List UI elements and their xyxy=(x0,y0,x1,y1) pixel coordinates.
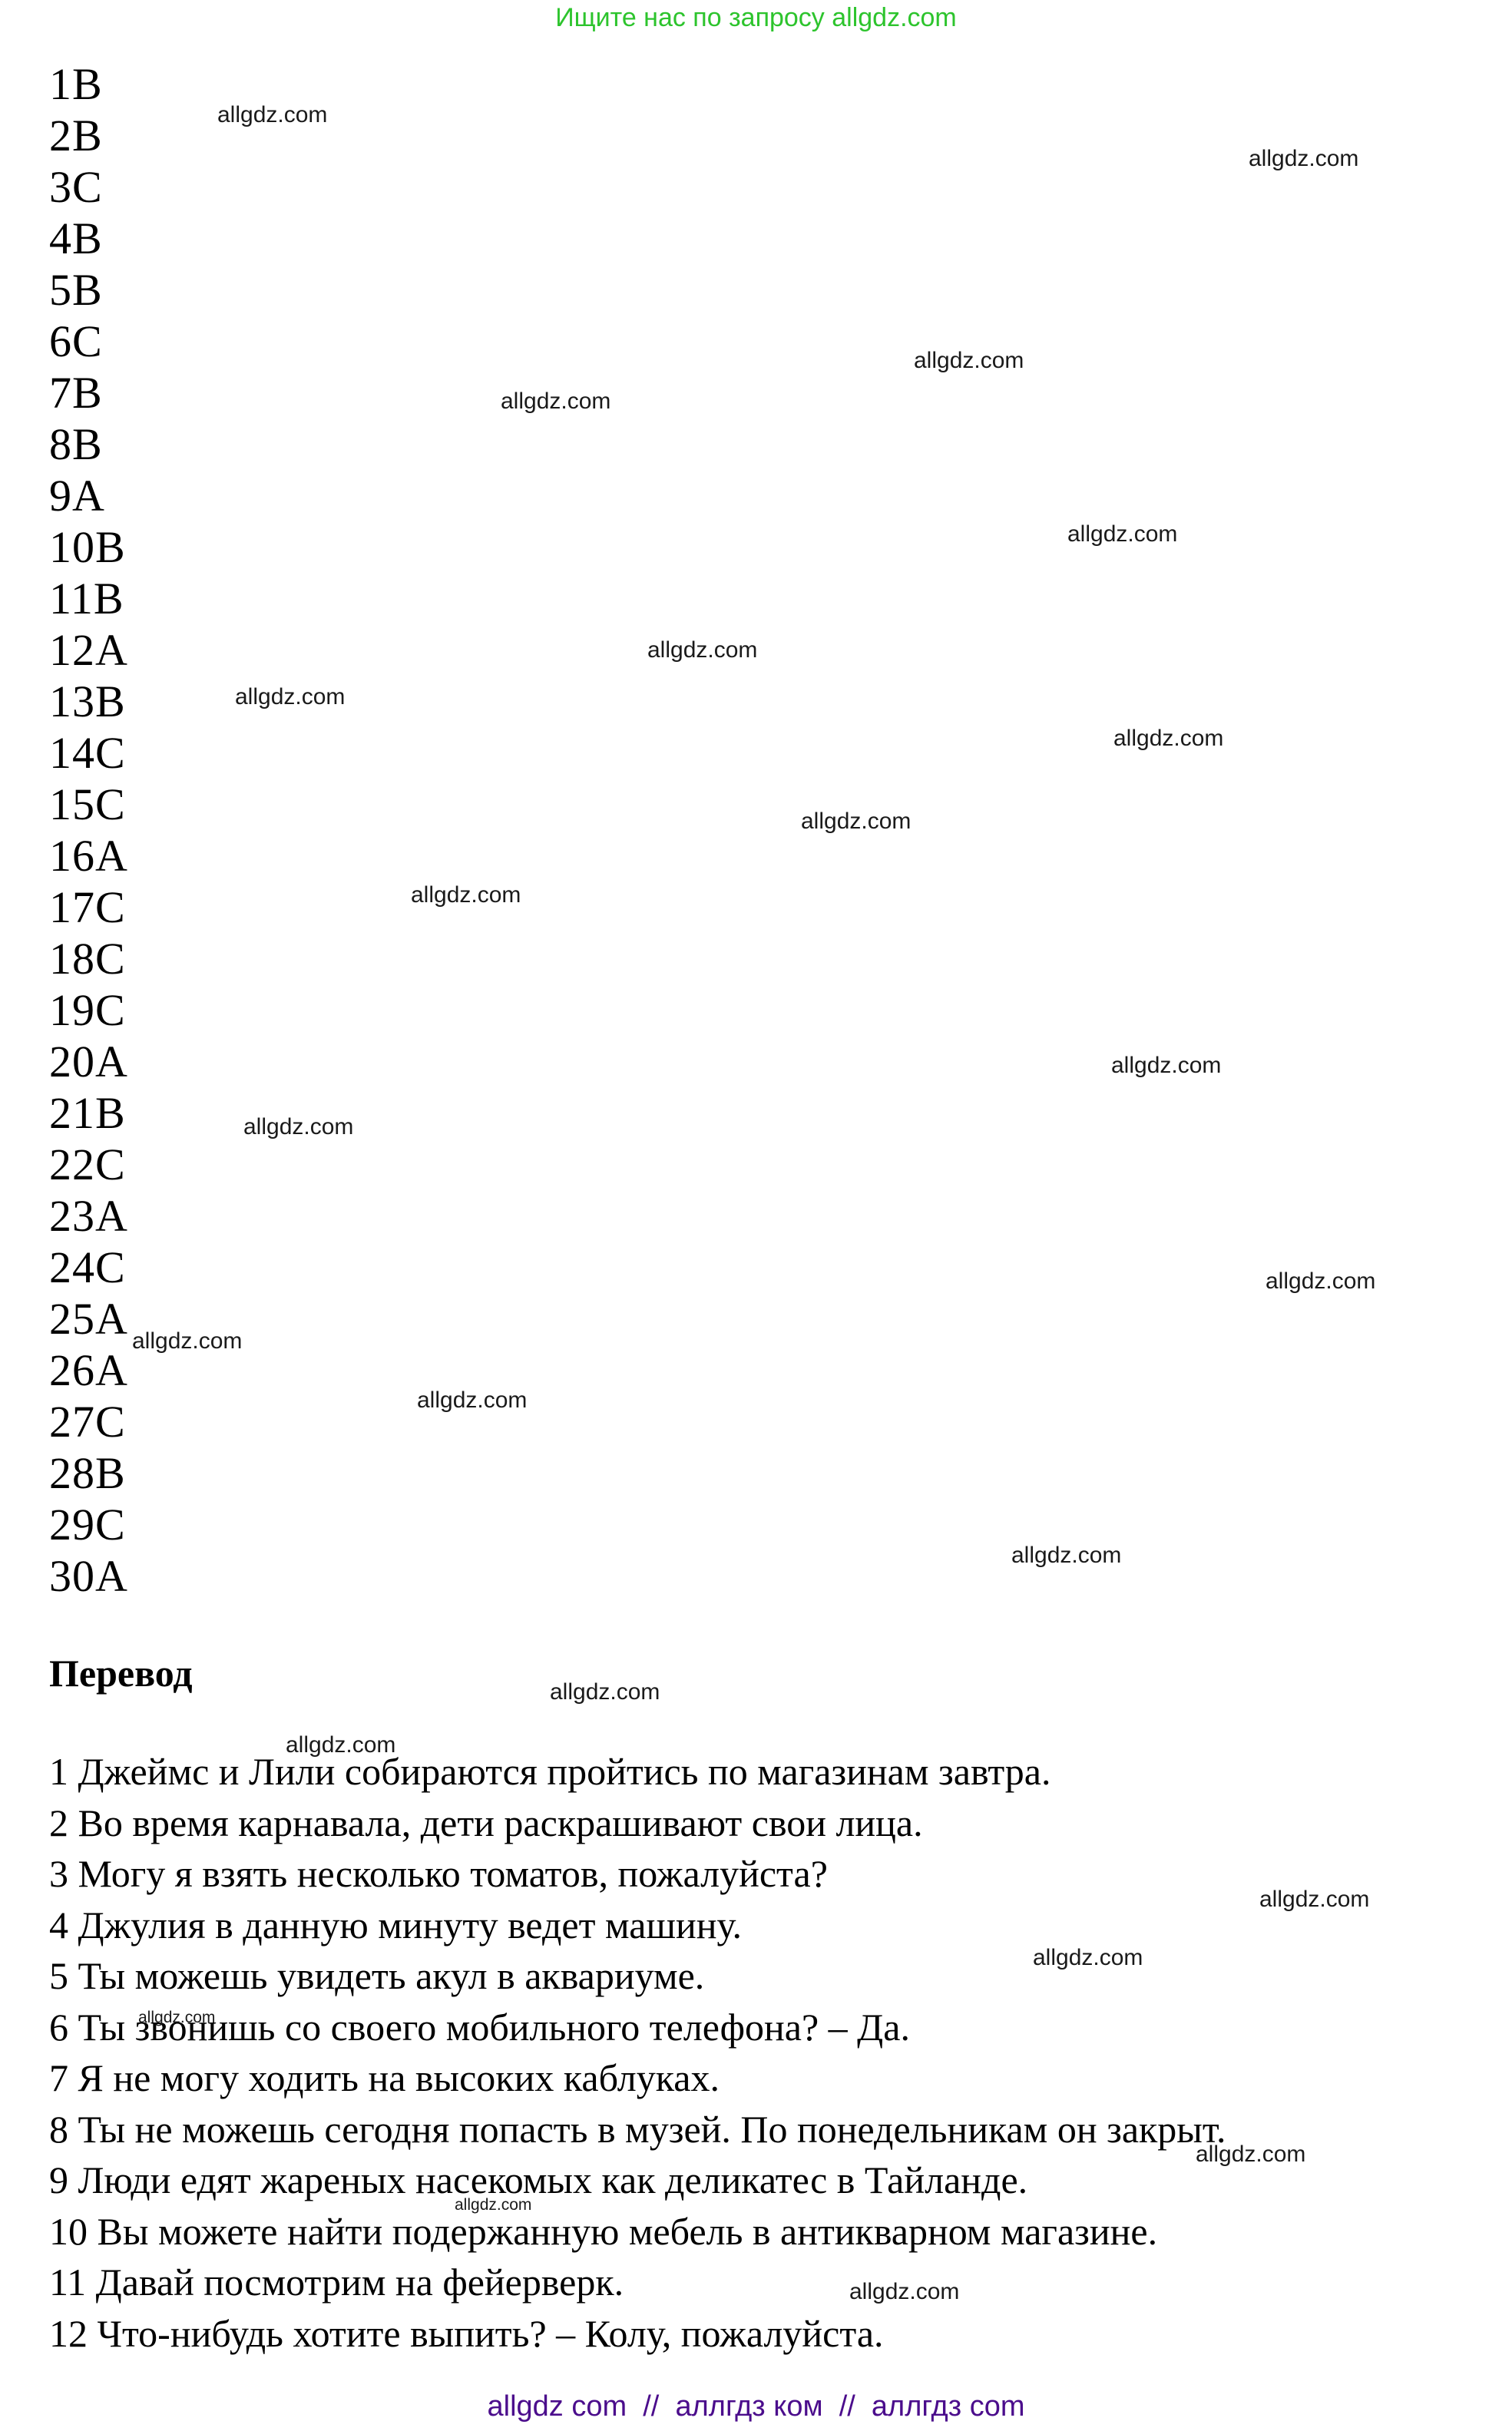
watermark-allgdz: allgdz.com xyxy=(647,637,758,663)
watermark-allgdz: allgdz.com xyxy=(1067,521,1178,547)
answer-item: 24C xyxy=(49,1242,126,1292)
watermark-allgdz: allgdz.com xyxy=(849,2279,960,2304)
watermark-allgdz: allgdz.com xyxy=(501,389,611,414)
answer-item: 6C xyxy=(49,316,103,366)
translation-line: 4 Джулия в данную минуту ведет машину. xyxy=(49,1903,742,1946)
answer-item: 15C xyxy=(49,779,126,829)
watermark-allgdz: allgdz.com xyxy=(550,1679,660,1705)
watermark-allgdz: allgdz.com xyxy=(417,1387,528,1413)
translation-line: 6 Ты звонишь со своего мобильного телефо… xyxy=(49,2005,910,2049)
watermark-allgdz: allgdz.com xyxy=(1196,2142,1306,2167)
watermark-allgdz: allgdz.com xyxy=(243,1114,354,1139)
translation-line: 9 Люди едят жареных насекомых как делика… xyxy=(49,2158,1028,2201)
answer-item: 19C xyxy=(49,985,126,1035)
answer-item: 23A xyxy=(49,1191,128,1241)
translation-line: 12 Что-нибудь хотите выпить? – Колу, пож… xyxy=(49,2311,884,2355)
answer-item: 25A xyxy=(49,1294,128,1344)
answer-item: 28B xyxy=(49,1448,126,1498)
answer-item: 29C xyxy=(49,1500,126,1550)
site-promo-header: Ищите нас по запросу allgdz.com xyxy=(555,3,957,32)
translation-line: 8 Ты не можешь сегодня попасть в музей. … xyxy=(49,2107,1226,2151)
answer-item: 18C xyxy=(49,934,126,984)
translation-line: 10 Вы можете найти подержанную мебель в … xyxy=(49,2209,1158,2253)
translation-line: 3 Могу я взять несколько томатов, пожалу… xyxy=(49,1852,828,1895)
watermark-allgdz: allgdz.com xyxy=(217,102,328,127)
watermark-allgdz: allgdz.com xyxy=(801,809,912,834)
watermark-allgdz: allgdz.com xyxy=(286,1732,396,1758)
watermark-allgdz: allgdz.com xyxy=(1113,726,1224,751)
answer-item: 1B xyxy=(49,59,103,109)
watermark-allgdz: allgdz.com xyxy=(1033,1945,1143,1970)
watermark-allgdz: allgdz.com xyxy=(1259,1887,1370,1912)
answer-item: 21B xyxy=(49,1088,126,1138)
translation-list: 1 Джеймс и Лили собираются пройтись по м… xyxy=(49,1746,1493,2359)
watermark-allgdz: allgdz.com xyxy=(411,882,521,908)
answer-item: 11B xyxy=(49,574,124,623)
translation-line: 1 Джеймс и Лили собираются пройтись по м… xyxy=(49,1750,1051,1793)
answer-item: 3C xyxy=(49,162,103,212)
answer-item: 12A xyxy=(49,625,128,675)
answer-item: 17C xyxy=(49,882,126,932)
watermark-allgdz: allgdz.com xyxy=(455,2196,532,2214)
answer-item: 9A xyxy=(49,471,105,521)
watermark-allgdz: allgdz.com xyxy=(1011,1543,1122,1568)
answer-item: 14C xyxy=(49,728,126,778)
answer-item: 26A xyxy=(49,1345,128,1395)
answer-item: 27C xyxy=(49,1397,126,1447)
watermark-allgdz: allgdz.com xyxy=(235,684,346,709)
answer-item: 8B xyxy=(49,419,103,469)
answer-item: 7B xyxy=(49,368,103,418)
watermark-allgdz: allgdz.com xyxy=(132,1328,243,1354)
answer-item: 2B xyxy=(49,111,103,160)
translation-line: 5 Ты можешь увидеть акул в аквариуме. xyxy=(49,1954,705,1997)
answer-item: 5B xyxy=(49,265,103,315)
answers-list: 1B 2B 3C 4B 5B 6C 7B 8B 9A 10B 11B 12A 13B 14C 15C 16A 1… xyxy=(49,58,128,1602)
translation-heading: Перевод xyxy=(49,1652,193,1695)
watermark-allgdz: allgdz.com xyxy=(1266,1268,1376,1294)
watermark-allgdz: allgdz.com xyxy=(914,348,1024,373)
answer-item: 22C xyxy=(49,1139,126,1189)
answer-item: 16A xyxy=(49,831,128,881)
translation-line: 11 Давай посмотрим на фейерверк. xyxy=(49,2261,624,2304)
answer-item: 13B xyxy=(49,676,126,726)
translation-line: 7 Я не могу ходить на высоких каблуках. xyxy=(49,2056,720,2099)
answer-item: 10B xyxy=(49,522,126,572)
watermark-allgdz: allgdz.com xyxy=(138,2009,216,2026)
answer-item: 4B xyxy=(49,213,103,263)
answer-item: 30A xyxy=(49,1551,128,1601)
watermark-allgdz: allgdz.com xyxy=(1249,146,1359,171)
site-promo-footer: allgdz com // аллгдз ком // аллгдз com xyxy=(487,2390,1025,2423)
answer-item: 20A xyxy=(49,1037,128,1087)
watermark-allgdz: allgdz.com xyxy=(1111,1053,1222,1078)
translation-line: 2 Во время карнавала, дети раскрашивают … xyxy=(49,1801,923,1844)
